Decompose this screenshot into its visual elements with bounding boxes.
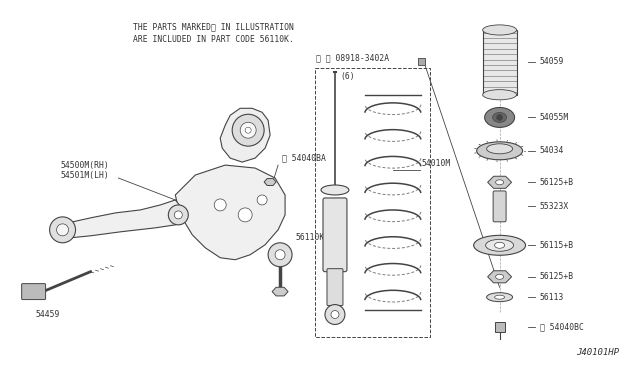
Polygon shape (220, 108, 270, 162)
Circle shape (232, 114, 264, 146)
Polygon shape (418, 58, 425, 65)
FancyBboxPatch shape (493, 191, 506, 222)
Text: THE PARTS MARKED※ IN ILLUSTRATION: THE PARTS MARKED※ IN ILLUSTRATION (133, 23, 294, 32)
Ellipse shape (474, 235, 525, 255)
Text: 54059: 54059 (540, 57, 564, 66)
Polygon shape (488, 176, 511, 188)
Text: 54500M(RH): 54500M(RH) (61, 161, 109, 170)
Ellipse shape (495, 180, 504, 185)
Ellipse shape (486, 144, 513, 154)
Text: J40101HP: J40101HP (577, 348, 620, 357)
Polygon shape (272, 287, 288, 296)
Circle shape (245, 127, 251, 133)
FancyBboxPatch shape (323, 198, 347, 272)
Circle shape (214, 199, 226, 211)
Text: (6): (6) (340, 73, 355, 81)
Text: 54459: 54459 (36, 310, 60, 318)
Ellipse shape (483, 90, 516, 100)
Bar (315, 68, 430, 337)
Circle shape (168, 205, 188, 225)
Ellipse shape (495, 242, 504, 248)
Polygon shape (495, 322, 504, 332)
Circle shape (275, 250, 285, 260)
Ellipse shape (484, 108, 515, 127)
Text: 55323X: 55323X (540, 202, 569, 211)
Circle shape (174, 211, 182, 219)
Ellipse shape (486, 293, 513, 302)
Circle shape (240, 122, 256, 138)
Bar (483, 30, 516, 95)
Text: 54034: 54034 (540, 146, 564, 155)
Ellipse shape (483, 25, 516, 35)
Circle shape (56, 224, 68, 236)
Text: ※ 54040BC: ※ 54040BC (540, 322, 584, 331)
Ellipse shape (321, 185, 349, 195)
Ellipse shape (486, 239, 513, 251)
Polygon shape (175, 165, 285, 260)
Circle shape (257, 195, 267, 205)
Text: 56125+B: 56125+B (540, 178, 573, 187)
Text: 56113: 56113 (540, 293, 564, 302)
Text: ※ Ⓝ 08918-3402A: ※ Ⓝ 08918-3402A (316, 54, 389, 62)
Ellipse shape (477, 142, 522, 160)
Circle shape (268, 243, 292, 267)
Circle shape (325, 305, 345, 324)
Text: 56125+B: 56125+B (540, 272, 573, 281)
FancyBboxPatch shape (22, 283, 45, 299)
Polygon shape (488, 271, 511, 283)
Ellipse shape (495, 295, 504, 299)
Circle shape (49, 217, 76, 243)
Text: 54501M(LH): 54501M(LH) (61, 171, 109, 180)
Polygon shape (264, 179, 276, 186)
Circle shape (497, 115, 502, 121)
Polygon shape (59, 200, 183, 238)
Ellipse shape (495, 274, 504, 279)
FancyBboxPatch shape (327, 269, 343, 305)
Circle shape (238, 208, 252, 222)
Text: ARE INCLUDED IN PART CODE 56110K.: ARE INCLUDED IN PART CODE 56110K. (133, 35, 294, 44)
Circle shape (331, 311, 339, 318)
Text: 54055M: 54055M (540, 113, 569, 122)
Text: 56110K: 56110K (295, 233, 324, 242)
Text: ※ 54040BA: ※ 54040BA (282, 153, 326, 162)
Ellipse shape (493, 112, 507, 122)
Text: 56115+B: 56115+B (540, 241, 573, 250)
Text: 54010M: 54010M (422, 159, 451, 168)
